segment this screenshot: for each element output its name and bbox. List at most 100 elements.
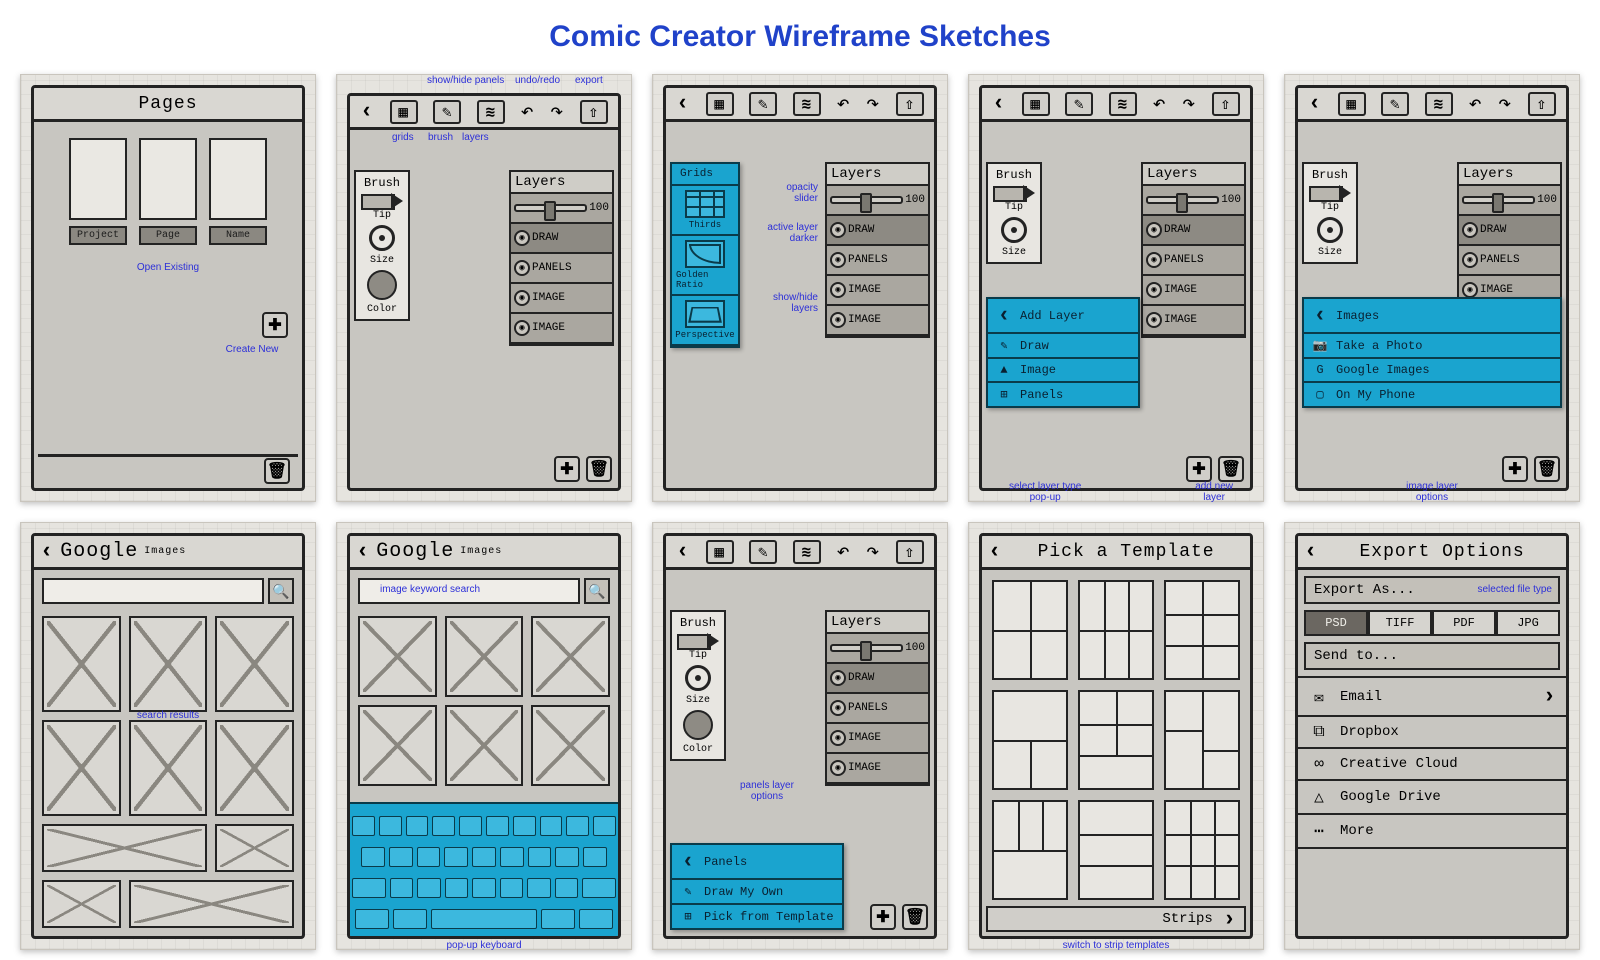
send-google-drive[interactable]: △Google Drive <box>1298 781 1566 815</box>
popover-item-google-images[interactable]: GGoogle Images <box>1304 359 1560 383</box>
redo-icon[interactable]: ↷ <box>866 91 880 117</box>
create-new-button[interactable]: ✚ <box>262 312 288 338</box>
back-icon[interactable]: ‹ <box>676 91 690 116</box>
eye-icon[interactable]: ◉ <box>830 312 846 328</box>
opacity-slider[interactable] <box>1146 196 1219 204</box>
grids-icon[interactable]: ▦ <box>706 540 734 564</box>
eye-icon[interactable]: ◉ <box>514 320 530 336</box>
redo-icon[interactable]: ↷ <box>550 99 564 125</box>
back-icon[interactable]: ‹ <box>1308 91 1322 116</box>
result-thumb[interactable] <box>531 616 610 697</box>
tip-ring-icon[interactable] <box>369 225 395 251</box>
format-psd[interactable]: PSD <box>1304 610 1368 636</box>
result-thumb[interactable] <box>358 616 437 697</box>
add-layer-button[interactable]: ✚ <box>554 456 580 482</box>
layer-row[interactable]: ◉PANELS <box>511 254 612 284</box>
brush-icon[interactable]: ✎ <box>749 540 777 564</box>
send-creative-cloud[interactable]: ∞Creative Cloud <box>1298 749 1566 781</box>
redo-icon[interactable]: ↷ <box>866 539 880 565</box>
search-button[interactable]: 🔍 <box>584 578 610 604</box>
send-dropbox[interactable]: ⧉Dropbox <box>1298 717 1566 749</box>
undo-icon[interactable]: ↶ <box>1152 91 1166 117</box>
opacity-slider[interactable] <box>830 196 903 204</box>
export-icon[interactable]: ⇧ <box>896 540 924 564</box>
layer-row[interactable]: ◉DRAW <box>827 216 928 246</box>
eye-icon[interactable]: ◉ <box>514 260 530 276</box>
grid-option-thirds[interactable]: Thirds <box>672 186 738 236</box>
result-thumb[interactable] <box>531 705 610 786</box>
opacity-slider[interactable] <box>1462 196 1535 204</box>
popup-keyboard[interactable] <box>347 802 621 939</box>
template-option[interactable] <box>1078 800 1154 900</box>
back-icon[interactable]: ‹ <box>40 539 54 564</box>
redo-icon[interactable]: ↷ <box>1182 91 1196 117</box>
eye-icon[interactable]: ◉ <box>830 700 846 716</box>
back-icon[interactable]: ‹ <box>988 539 1002 564</box>
layer-opacity-row[interactable]: 100 <box>1143 186 1244 216</box>
result-thumb[interactable] <box>215 616 294 712</box>
popover-item-draw-own[interactable]: ✎Draw My Own <box>672 880 842 905</box>
result-thumb[interactable] <box>42 880 121 928</box>
layer-opacity-row[interactable]: 100 <box>827 634 928 664</box>
result-thumb[interactable] <box>42 824 207 872</box>
layer-row[interactable]: ◉IMAGE <box>1143 276 1244 306</box>
back-icon[interactable]: ‹ <box>992 91 1006 116</box>
result-thumb[interactable] <box>215 720 294 816</box>
layers-icon[interactable]: ≋ <box>793 540 821 564</box>
search-input[interactable] <box>358 578 580 604</box>
eye-icon[interactable]: ◉ <box>1146 222 1162 238</box>
result-thumb[interactable] <box>445 616 524 697</box>
format-jpg[interactable]: JPG <box>1496 610 1560 636</box>
color-swatch[interactable] <box>367 270 397 300</box>
layer-row[interactable]: ◉IMAGE <box>511 284 612 314</box>
result-thumb[interactable] <box>129 616 208 712</box>
page-thumb[interactable] <box>139 138 197 220</box>
color-swatch[interactable] <box>683 710 713 740</box>
layer-row[interactable]: ◉DRAW <box>1143 216 1244 246</box>
undo-icon[interactable]: ↶ <box>1468 91 1482 117</box>
template-option[interactable] <box>992 800 1068 900</box>
add-layer-button[interactable]: ✚ <box>870 904 896 930</box>
grids-icon[interactable]: ▦ <box>1338 92 1366 116</box>
format-tiff[interactable]: TIFF <box>1368 610 1432 636</box>
layer-row[interactable]: ◉DRAW <box>827 664 928 694</box>
back-icon[interactable]: ‹ <box>1304 539 1318 564</box>
template-option[interactable] <box>1078 580 1154 680</box>
eye-icon[interactable]: ◉ <box>830 760 846 776</box>
layers-icon[interactable]: ≋ <box>793 92 821 116</box>
layer-row[interactable]: ◉PANELS <box>827 246 928 276</box>
result-thumb[interactable] <box>42 720 121 816</box>
brush-icon[interactable]: ✎ <box>1065 92 1093 116</box>
format-pdf[interactable]: PDF <box>1432 610 1496 636</box>
layer-row[interactable]: ◉IMAGE <box>511 314 612 344</box>
layer-row[interactable]: ◉PANELS <box>827 694 928 724</box>
result-thumb[interactable] <box>42 616 121 712</box>
popover-item-take-photo[interactable]: 📷Take a Photo <box>1304 334 1560 359</box>
popover-item-panels[interactable]: ⊞Panels <box>988 383 1138 406</box>
result-thumb[interactable] <box>129 880 294 928</box>
eye-icon[interactable]: ◉ <box>830 282 846 298</box>
eye-icon[interactable]: ◉ <box>830 222 846 238</box>
opacity-slider[interactable] <box>830 644 903 652</box>
layer-row[interactable]: ◉IMAGE <box>827 306 928 336</box>
send-email[interactable]: ✉Email› <box>1298 676 1566 717</box>
template-option[interactable] <box>1164 580 1240 680</box>
eye-icon[interactable]: ◉ <box>1462 252 1478 268</box>
grids-icon[interactable]: ▦ <box>706 92 734 116</box>
layer-row[interactable]: ◉IMAGE <box>827 276 928 306</box>
eye-icon[interactable]: ◉ <box>1146 252 1162 268</box>
template-option[interactable] <box>992 690 1068 790</box>
trash-button[interactable]: 🗑 <box>1534 456 1560 482</box>
layer-opacity-row[interactable]: 100 <box>511 194 612 224</box>
brush-icon[interactable]: ✎ <box>433 100 461 124</box>
back-icon[interactable]: ‹ <box>676 539 690 564</box>
export-icon[interactable]: ⇧ <box>1528 92 1556 116</box>
back-icon[interactable]: ‹ <box>360 99 374 124</box>
eye-icon[interactable]: ◉ <box>1146 312 1162 328</box>
layer-row[interactable]: ◉DRAW <box>511 224 612 254</box>
trash-button[interactable]: 🗑 <box>1218 456 1244 482</box>
add-layer-button[interactable]: ✚ <box>1186 456 1212 482</box>
eye-icon[interactable]: ◉ <box>830 730 846 746</box>
layer-row[interactable]: ◉IMAGE <box>827 724 928 754</box>
brush-icon[interactable]: ✎ <box>749 92 777 116</box>
